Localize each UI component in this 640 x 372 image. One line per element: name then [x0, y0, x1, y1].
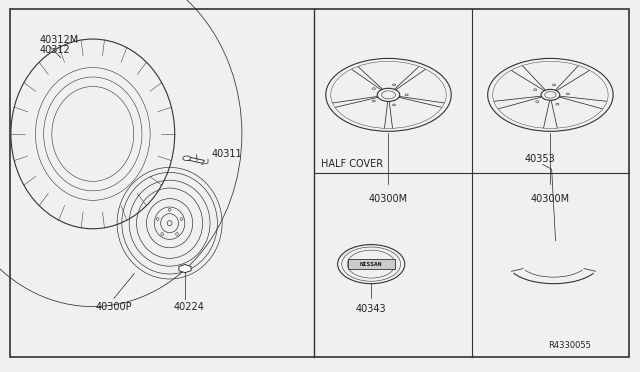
Circle shape: [183, 156, 191, 160]
Text: R4330055: R4330055: [548, 341, 591, 350]
Text: 40312M: 40312M: [40, 35, 79, 45]
FancyBboxPatch shape: [348, 259, 395, 269]
Text: 40343: 40343: [356, 304, 387, 314]
Text: 40300P: 40300P: [95, 302, 132, 312]
Text: HALF COVER: HALF COVER: [321, 158, 383, 169]
Polygon shape: [186, 157, 204, 163]
Text: NISSAN: NISSAN: [360, 262, 383, 267]
Text: 40353: 40353: [525, 154, 556, 164]
Text: 40300M: 40300M: [369, 194, 408, 204]
Text: 40300M: 40300M: [531, 194, 570, 204]
Text: 40311: 40311: [211, 149, 242, 159]
Text: 40224: 40224: [173, 302, 204, 312]
Text: 40312: 40312: [40, 45, 70, 55]
